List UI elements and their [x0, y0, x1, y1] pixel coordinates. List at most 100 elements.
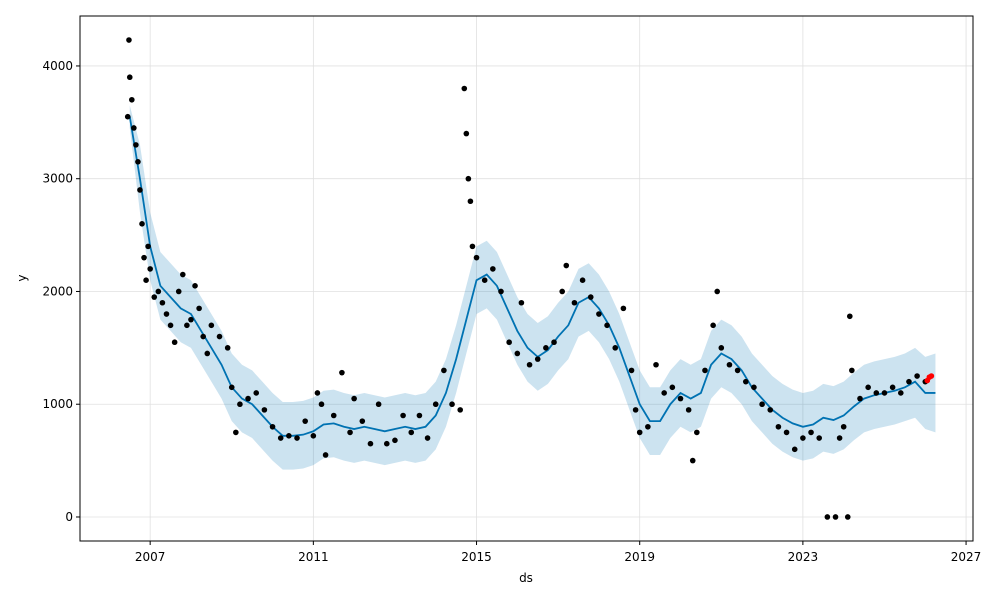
data-point: [914, 373, 920, 379]
data-point: [824, 514, 831, 520]
data-point: [928, 373, 935, 379]
data-point: [135, 158, 141, 165]
data-point: [155, 288, 162, 295]
forecast-line: [128, 116, 936, 437]
data-point: [351, 395, 357, 402]
data-point: [551, 339, 557, 346]
data-point: [184, 322, 190, 329]
data-point: [473, 254, 480, 261]
data-point: [192, 283, 198, 289]
data-point: [791, 446, 798, 453]
data-point: [751, 384, 757, 391]
data-point: [645, 423, 651, 430]
data-point: [906, 378, 912, 385]
x-tick-label: 2007: [135, 550, 166, 564]
data-point: [253, 390, 260, 396]
x-axis-label: ds: [519, 571, 533, 585]
data-point: [224, 345, 231, 351]
data-point: [151, 294, 158, 300]
data-point: [563, 262, 570, 269]
data-point: [498, 288, 504, 295]
data-point: [596, 311, 602, 317]
x-tick-label: 2011: [298, 550, 329, 564]
data-point: [702, 367, 708, 374]
uncertainty-band: [129, 105, 936, 470]
data-point: [636, 429, 643, 436]
data-point: [277, 435, 284, 441]
plot-frame: [79, 15, 974, 542]
data-point: [714, 288, 721, 295]
x-tick-label: 2019: [624, 550, 655, 564]
data-point: [889, 384, 896, 391]
y-tick-label: 3000: [42, 172, 73, 186]
data-point: [310, 432, 317, 439]
y-tick-label: 1000: [42, 397, 73, 411]
data-point: [467, 198, 474, 205]
data-point: [216, 333, 223, 340]
x-tick-label: 2015: [461, 550, 492, 564]
data-point: [661, 390, 667, 396]
data-point: [857, 395, 863, 402]
data-point: [129, 96, 135, 103]
data-point: [208, 322, 215, 329]
data-point: [742, 378, 749, 385]
data-point: [669, 384, 676, 391]
data-point: [612, 345, 619, 351]
data-point: [432, 401, 439, 408]
data-point: [167, 322, 174, 329]
data-point: [359, 418, 366, 424]
data-point: [159, 299, 166, 306]
y-tick-label: 0: [65, 510, 73, 524]
data-point: [457, 407, 464, 413]
data-point: [653, 361, 659, 368]
data-point: [543, 345, 549, 351]
data-point: [383, 440, 390, 447]
data-point: [233, 429, 239, 436]
data-point: [318, 401, 325, 408]
data-point: [126, 37, 132, 43]
data-point: [881, 390, 888, 396]
x-tick-label: 2027: [951, 550, 982, 564]
data-point: [330, 412, 337, 419]
data-point: [840, 423, 847, 430]
data-point: [832, 514, 839, 520]
data-point: [245, 395, 251, 402]
y-axis-label: y: [15, 274, 29, 281]
data-point: [873, 390, 880, 396]
data-point: [726, 361, 733, 368]
data-point: [463, 130, 470, 137]
data-point: [481, 277, 488, 283]
data-point: [347, 429, 353, 436]
data-point: [196, 305, 202, 312]
data-point: [400, 412, 406, 419]
data-point: [694, 429, 700, 436]
data-point: [604, 322, 610, 329]
data-point: [465, 175, 472, 182]
data-point: [490, 266, 496, 272]
data-point: [180, 271, 186, 278]
data-point: [775, 423, 782, 430]
data-point: [261, 407, 268, 413]
data-point: [375, 401, 382, 408]
data-point: [559, 288, 565, 295]
data-point: [897, 390, 904, 396]
data-point: [534, 356, 541, 362]
data-point: [800, 435, 806, 441]
data-point: [710, 322, 716, 329]
data-point: [571, 299, 578, 306]
data-point: [124, 113, 131, 120]
data-point: [759, 401, 765, 408]
x-tick-label: 2023: [788, 550, 819, 564]
data-point: [163, 311, 170, 317]
data-point: [579, 277, 586, 283]
data-point: [685, 407, 692, 413]
data-point: [269, 423, 276, 430]
data-point: [188, 316, 194, 323]
data-point: [145, 243, 151, 250]
data-point: [314, 390, 321, 396]
data-point: [147, 266, 153, 272]
data-point: [286, 432, 292, 439]
data-point: [204, 350, 211, 357]
data-point: [141, 254, 147, 261]
